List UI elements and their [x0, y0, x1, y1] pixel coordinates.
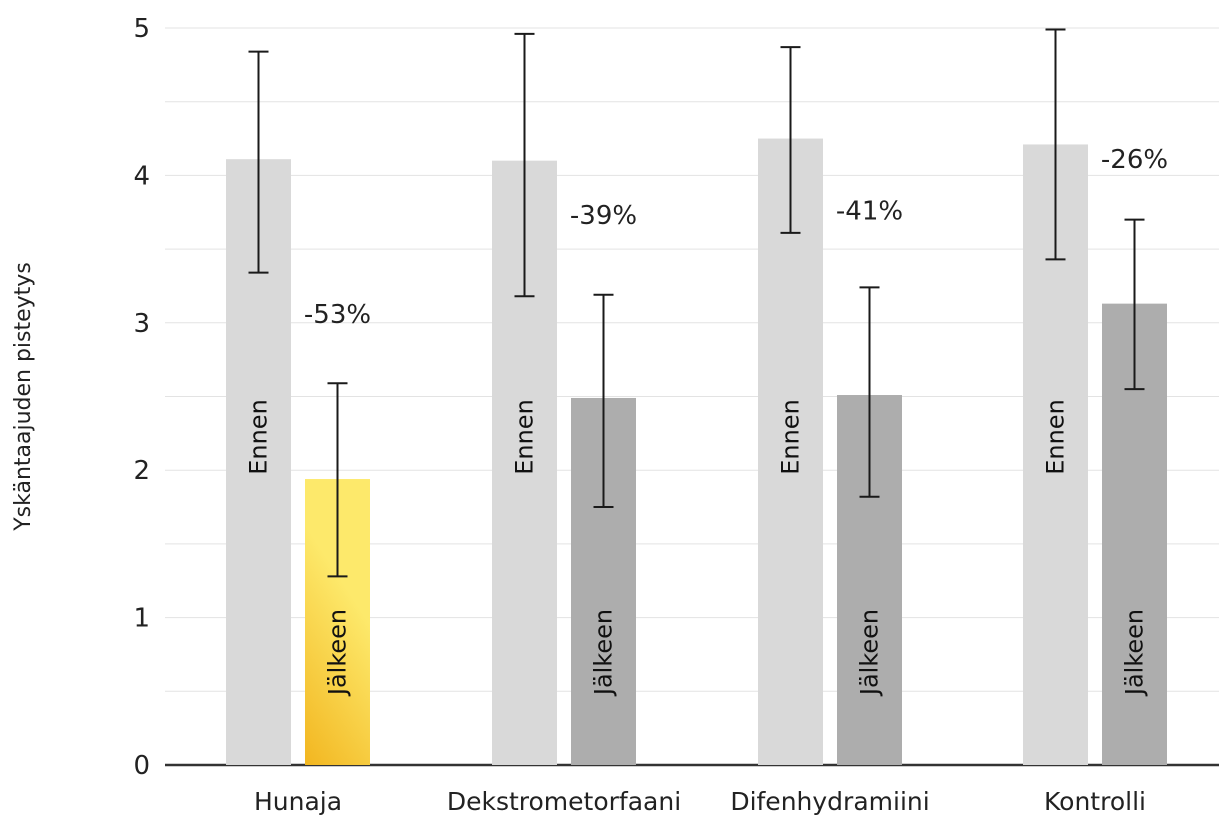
x-category-label: Dekstrometorfaani: [447, 787, 681, 816]
y-tick-label: 5: [133, 14, 150, 44]
change-label: -41%: [836, 197, 903, 227]
y-axis-label: Yskäntaajuden pisteytys: [11, 262, 36, 532]
x-category-label: Difenhydramiini: [730, 787, 929, 816]
y-tick-label: 3: [133, 309, 150, 339]
change-label: -53%: [304, 300, 371, 330]
bar-series-label: Ennen: [245, 399, 273, 475]
bar-series-label: Jälkeen: [856, 609, 884, 697]
change-label: -39%: [570, 201, 637, 231]
bar-series-label: Jälkeen: [1121, 609, 1149, 697]
x-category-label: Hunaja: [254, 787, 342, 816]
bar-series-label: Ennen: [1042, 399, 1070, 475]
bar-ennen: [758, 138, 823, 766]
labels: 0 1 2 3 4 5 Ennen Jälkeen Hunaja -53% Ennen Jälkeen…: [133, 14, 1168, 816]
x-category-label: Kontrolli: [1044, 787, 1146, 816]
bar-series-label: Ennen: [511, 399, 539, 475]
y-tick-label: 1: [133, 604, 150, 634]
error-bars: [248, 28, 1145, 578]
y-tick-label: 2: [133, 456, 150, 486]
change-label: -26%: [1101, 145, 1168, 175]
bar-series-label: Ennen: [777, 399, 805, 475]
bars: [226, 138, 1167, 766]
y-tick-label: 4: [133, 161, 150, 191]
y-tick-label: 0: [133, 751, 150, 781]
bar-series-label: Jälkeen: [590, 609, 618, 697]
bar-series-label: Jälkeen: [324, 609, 352, 697]
